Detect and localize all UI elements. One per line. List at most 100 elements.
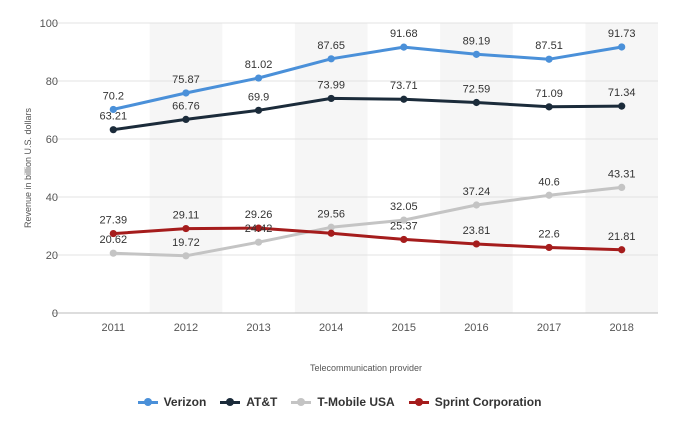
data-label: 71.34	[608, 87, 636, 99]
series-line	[112, 45, 622, 111]
x-tick-label: 2012	[174, 322, 198, 334]
data-point	[545, 55, 553, 63]
y-axis-ticks: 0 20 40 60 80 100	[40, 18, 58, 320]
column-band	[149, 23, 223, 313]
legend-item[interactable]: Sprint Corporation	[408, 395, 542, 409]
data-label: 73.99	[317, 79, 345, 91]
legend-label: T-Mobile USA	[317, 395, 395, 409]
y-axis-label: Revenue in billion U.S. dollars	[23, 107, 33, 228]
y-tick-label: 80	[46, 76, 58, 88]
data-point	[109, 229, 117, 238]
data-point	[254, 224, 263, 232]
y-tick-label: 100	[40, 18, 58, 30]
data-label: 27.39	[100, 215, 128, 227]
x-axis-label: Telecommunication provider	[310, 363, 422, 373]
data-label: 22.6	[538, 228, 559, 240]
column-band	[585, 23, 658, 313]
data-point	[182, 224, 190, 233]
data-point	[545, 243, 553, 252]
data-label: 29.11	[173, 210, 200, 222]
data-label: 69.9	[248, 91, 269, 103]
legend-label: Verizon	[163, 395, 207, 409]
legend-item[interactable]: AT&T	[220, 395, 277, 409]
data-point	[472, 201, 481, 209]
data-label: 43.31	[608, 168, 636, 180]
data-label: 23.81	[463, 225, 491, 237]
data-point	[254, 74, 263, 82]
data-label: 91.68	[390, 28, 418, 40]
data-label: 72.59	[463, 83, 491, 95]
x-tick-label: 2014	[319, 322, 343, 334]
data-point	[618, 43, 626, 51]
data-label: 63.21	[100, 111, 128, 123]
column-bands	[149, 23, 658, 313]
series-line	[113, 185, 622, 258]
data-point	[254, 106, 263, 114]
y-tick-label: 60	[46, 134, 58, 146]
data-point	[254, 238, 263, 246]
data-label: 87.51	[535, 40, 563, 52]
legend: Verizon AT&T T-Mobile USA Sprint Corporatio…	[0, 395, 679, 409]
legend-swatch	[291, 397, 312, 407]
data-point	[327, 94, 335, 103]
data-label: 19.72	[172, 237, 200, 249]
data-label: 70.2	[103, 90, 124, 102]
series-lines	[112, 45, 622, 258]
legend-swatch	[408, 397, 429, 407]
legend-swatch	[220, 397, 241, 407]
data-point	[182, 115, 190, 123]
legend-swatch	[137, 397, 158, 407]
data-point	[472, 240, 481, 248]
data-point	[400, 43, 408, 51]
legend-item[interactable]: T-Mobile USA	[291, 395, 395, 409]
data-point	[618, 246, 626, 254]
data-labels: 70.2 75.87 81.02 87.65 91.68 89.19 87.51 91.73 6…	[100, 28, 636, 249]
data-point	[109, 105, 117, 114]
x-tick-label: 2011	[101, 322, 125, 334]
data-label: 75.87	[172, 74, 200, 86]
data-point	[327, 223, 335, 231]
data-label: 66.76	[172, 100, 200, 112]
data-label: 25.37	[390, 220, 418, 232]
data-point	[327, 55, 335, 63]
data-label: 40.6	[538, 176, 559, 188]
data-label: 91.73	[608, 28, 636, 40]
series-line	[113, 96, 622, 132]
data-label: 37.24	[463, 186, 491, 198]
data-label: 21.81	[608, 231, 636, 243]
data-label: 20.62	[100, 234, 128, 246]
x-tick-label: 2015	[392, 322, 416, 334]
x-tick-label: 2017	[537, 322, 561, 334]
data-label: 81.02	[245, 59, 273, 71]
data-point	[182, 252, 190, 260]
series-points	[109, 43, 626, 260]
data-point	[109, 249, 117, 257]
y-tick-label: 0	[52, 308, 58, 320]
data-point	[327, 229, 335, 237]
y-tick-label: 40	[46, 192, 58, 204]
x-axis-ticks: 2011 2012 2013 2014 2015 2016 2017 2018	[101, 322, 633, 334]
data-point	[545, 191, 553, 199]
legend-item[interactable]: Verizon	[137, 395, 207, 409]
data-point	[400, 235, 408, 244]
data-point	[109, 126, 117, 134]
data-label: 24.42	[245, 223, 273, 235]
x-tick-label: 2016	[464, 322, 488, 334]
data-label: 29.56	[317, 208, 345, 220]
x-tick-label: 2018	[609, 322, 633, 334]
grid-lines	[52, 22, 658, 314]
data-label: 73.71	[390, 80, 418, 92]
data-label: 89.19	[463, 35, 491, 47]
data-label: 32.05	[390, 201, 418, 213]
x-tick-label: 2013	[246, 322, 270, 334]
data-label: 29.26	[245, 209, 273, 221]
data-point	[472, 98, 481, 107]
data-label: 87.65	[317, 40, 345, 52]
data-point	[400, 216, 408, 224]
data-point	[472, 50, 481, 58]
data-point	[545, 103, 553, 111]
legend-label: Sprint Corporation	[434, 395, 542, 409]
series-line	[113, 226, 622, 252]
legend-label: AT&T	[246, 395, 278, 409]
